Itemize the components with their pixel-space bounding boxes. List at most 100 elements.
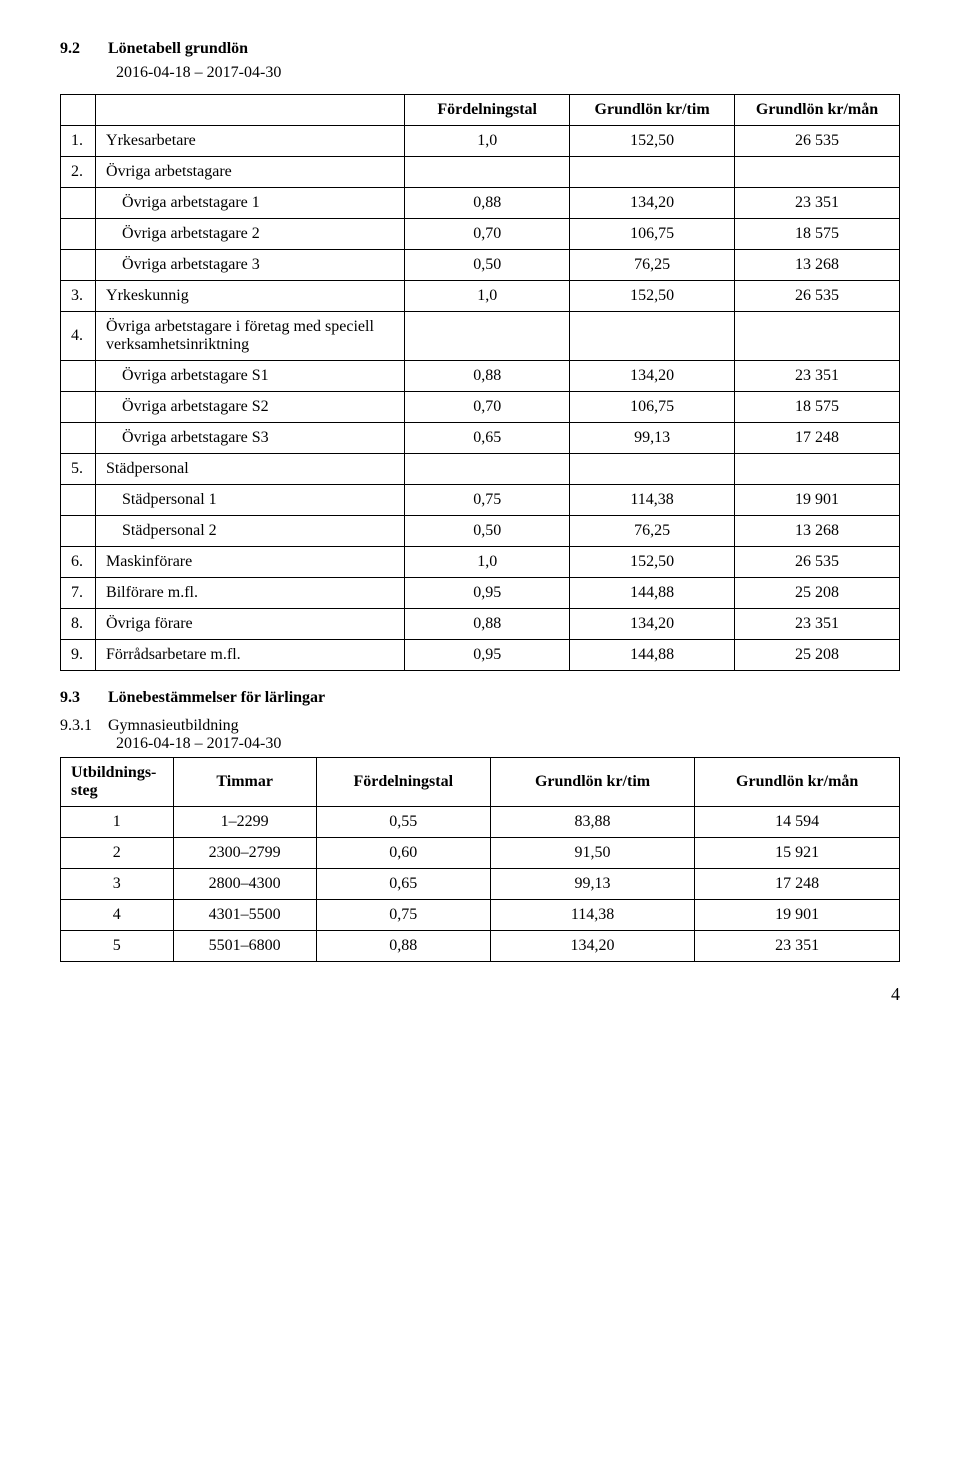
table-row: Övriga arbetstagare S1 0,88 134,20 23 35… [61,361,900,392]
row-num: 1. [61,126,96,157]
row-val-empty [405,454,570,485]
row-val: 23 351 [735,361,900,392]
row-num: 8. [61,609,96,640]
row-label: Övriga arbetstagare 2 [96,219,405,250]
row-val-empty [570,157,735,188]
header-fordelningstal: Fördelningstal [405,95,570,126]
row-val: 1–2299 [173,807,316,838]
row-val-empty [735,312,900,361]
section-93-title: Lönebestämmelser för lärlingar [108,689,325,706]
row-val: 13 268 [735,516,900,547]
row-val: 152,50 [570,281,735,312]
row-num-empty [61,361,96,392]
row-label: Övriga arbetstagare 3 [96,250,405,281]
row-val: 1 [61,807,174,838]
row-val: 114,38 [490,900,695,931]
row-val: 144,88 [570,640,735,671]
row-num: 6. [61,547,96,578]
table-row: 9. Förrådsarbetare m.fl. 0,95 144,88 25 … [61,640,900,671]
row-val: 106,75 [570,392,735,423]
row-val: 99,13 [570,423,735,454]
section-92-daterange: 2016-04-18 – 2017-04-30 [116,64,900,82]
table-row: Städpersonal 2 0,50 76,25 13 268 [61,516,900,547]
table-row: Övriga arbetstagare 3 0,50 76,25 13 268 [61,250,900,281]
row-num-empty [61,423,96,454]
row-val: 134,20 [570,361,735,392]
row-val: 25 208 [735,578,900,609]
row-val: 3 [61,869,174,900]
row-val: 134,20 [570,188,735,219]
row-val: 0,55 [316,807,490,838]
row-val: 0,75 [405,485,570,516]
row-val: 0,88 [405,188,570,219]
table-row: Övriga arbetstagare S2 0,70 106,75 18 57… [61,392,900,423]
row-num: 5. [61,454,96,485]
row-val: 0,95 [405,640,570,671]
table-row: 6. Maskinförare 1,0 152,50 26 535 [61,547,900,578]
header-grundlon-man: Grundlön kr/mån [735,95,900,126]
row-val: 18 575 [735,392,900,423]
row-val: 17 248 [695,869,900,900]
row-val-empty [735,157,900,188]
row-label: Städpersonal 1 [96,485,405,516]
table-row: 1. Yrkesarbetare 1,0 152,50 26 535 [61,126,900,157]
row-num: 2. [61,157,96,188]
row-label: Övriga arbetstagare S2 [96,392,405,423]
section-931-heading: 9.3.1 Gymnasieutbildning [60,717,900,735]
row-val: 0,50 [405,250,570,281]
row-label: Övriga arbetstagare S1 [96,361,405,392]
header-blank-1 [61,95,96,126]
header-timmar: Timmar [173,758,316,807]
row-val: 152,50 [570,126,735,157]
row-label: Förrådsarbetare m.fl. [96,640,405,671]
row-val: 4 [61,900,174,931]
row-val: 19 901 [695,900,900,931]
header-fordelningstal: Fördelningstal [316,758,490,807]
row-val: 106,75 [570,219,735,250]
row-val: 91,50 [490,838,695,869]
row-label: Övriga arbetstagare 1 [96,188,405,219]
row-val: 2 [61,838,174,869]
row-label: Bilförare m.fl. [96,578,405,609]
header-grundlon-tim: Grundlön kr/tim [570,95,735,126]
table-row: 4. Övriga arbetstagare i företag med spe… [61,312,900,361]
row-val: 2300–2799 [173,838,316,869]
header-blank-2 [96,95,405,126]
row-label: Övriga arbetstagare i företag med specie… [96,312,405,361]
header-grundlon-tim: Grundlön kr/tim [490,758,695,807]
table-row: Övriga arbetstagare S3 0,65 99,13 17 248 [61,423,900,454]
row-val-empty [735,454,900,485]
row-val: 5 [61,931,174,962]
row-val: 0,70 [405,219,570,250]
row-val: 1,0 [405,547,570,578]
row-num-empty [61,392,96,423]
table-row: 8. Övriga förare 0,88 134,20 23 351 [61,609,900,640]
row-val: 14 594 [695,807,900,838]
row-val: 99,13 [490,869,695,900]
row-val: 1,0 [405,281,570,312]
row-val: 134,20 [490,931,695,962]
row-val-empty [570,454,735,485]
section-931-num: 9.3.1 [60,717,104,735]
row-val: 23 351 [735,188,900,219]
row-val: 76,25 [570,250,735,281]
row-val: 26 535 [735,126,900,157]
row-val: 23 351 [695,931,900,962]
lonetabell-table: Fördelningstal Grundlön kr/tim Grundlön … [60,94,900,671]
header-grundlon-man: Grundlön kr/mån [695,758,900,807]
table-row: 5. Städpersonal [61,454,900,485]
row-num-empty [61,188,96,219]
row-label: Övriga förare [96,609,405,640]
row-label: Yrkesarbetare [96,126,405,157]
row-num: 7. [61,578,96,609]
row-num-empty [61,485,96,516]
row-num: 4. [61,312,96,361]
row-val: 152,50 [570,547,735,578]
row-val: 114,38 [570,485,735,516]
table-row: 4 4301–5500 0,75 114,38 19 901 [61,900,900,931]
row-val: 144,88 [570,578,735,609]
table-header-row: Fördelningstal Grundlön kr/tim Grundlön … [61,95,900,126]
row-num: 9. [61,640,96,671]
section-931-daterange: 2016-04-18 – 2017-04-30 [116,735,900,753]
row-label: Städpersonal 2 [96,516,405,547]
